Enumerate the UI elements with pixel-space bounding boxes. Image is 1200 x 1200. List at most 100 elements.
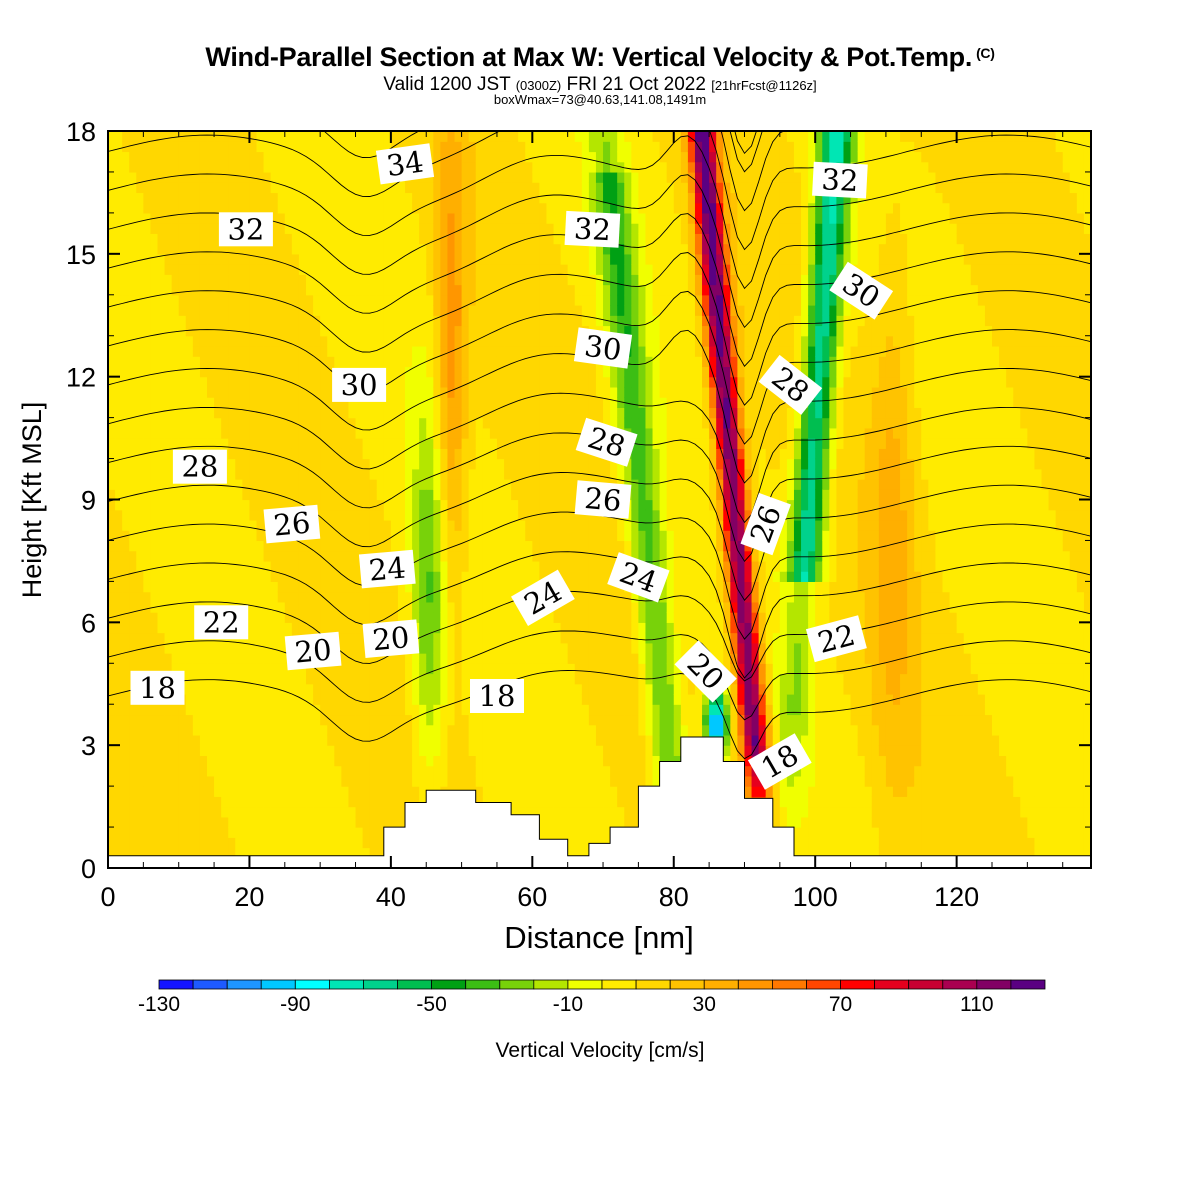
velocity-cell [242, 786, 251, 797]
velocity-cell [560, 366, 569, 378]
velocity-cell [277, 663, 286, 675]
velocity-cell [581, 458, 590, 470]
velocity-cell [539, 438, 548, 449]
velocity-cell [115, 550, 123, 562]
velocity-cell [108, 847, 116, 859]
velocity-cell [157, 212, 166, 224]
velocity-cell [320, 755, 328, 767]
velocity-cell [588, 663, 597, 675]
velocity-cell [235, 479, 243, 490]
velocity-cell [348, 816, 357, 828]
velocity-cell [581, 550, 590, 562]
velocity-cell [532, 253, 540, 265]
velocity-cell [256, 673, 265, 685]
velocity-cell [284, 192, 293, 204]
velocity-cell [553, 345, 562, 357]
velocity-cell [518, 745, 526, 757]
velocity-cell [532, 274, 540, 286]
velocity-cell [595, 653, 604, 664]
velocity-cell [164, 233, 173, 245]
velocity-cell [348, 653, 357, 664]
velocity-cell [390, 397, 399, 408]
velocity-cell [136, 243, 144, 255]
velocity-cell [334, 171, 342, 183]
velocity-cell [348, 417, 357, 429]
velocity-cell [228, 171, 236, 183]
velocity-cell [284, 724, 293, 736]
velocity-cell [546, 161, 555, 173]
velocity-cell [341, 315, 350, 327]
velocity-cell [298, 622, 307, 634]
velocity-cell [440, 571, 449, 582]
velocity-cell [405, 796, 413, 808]
velocity-cell [157, 653, 166, 664]
velocity-cell [122, 755, 130, 767]
velocity-cell [235, 499, 243, 511]
velocity-cell [440, 253, 449, 265]
velocity-cell [496, 632, 505, 644]
velocity-cell [341, 212, 350, 224]
velocity-cell [178, 427, 187, 439]
velocity-cell [588, 397, 597, 408]
velocity-cell [433, 560, 441, 572]
velocity-cell [397, 540, 406, 552]
velocity-cell [412, 745, 420, 757]
velocity-cell [525, 540, 533, 552]
velocity-cell [270, 499, 279, 511]
velocity-cell [376, 540, 385, 552]
velocity-cell [249, 376, 258, 388]
velocity-cell [412, 182, 420, 194]
velocity-cell [397, 253, 406, 265]
velocity-cell [560, 131, 569, 142]
velocity-cell [291, 131, 300, 142]
velocity-cell [433, 356, 441, 368]
velocity-cell [263, 581, 272, 593]
velocity-cell [447, 724, 456, 736]
velocity-cell [376, 786, 385, 797]
velocity-cell [376, 305, 385, 316]
velocity-cell [376, 335, 385, 347]
velocity-cell [405, 284, 413, 296]
velocity-cell [185, 827, 194, 838]
velocity-cell [539, 755, 548, 767]
velocity-cell [171, 786, 180, 797]
velocity-cell [454, 601, 463, 613]
velocity-cell [341, 489, 350, 501]
velocity-cell [532, 223, 540, 234]
velocity-cell [426, 448, 434, 460]
velocity-cell [199, 724, 208, 736]
velocity-cell [122, 601, 130, 613]
velocity-cell [574, 417, 583, 429]
velocity-cell [461, 294, 470, 306]
velocity-cell [143, 601, 152, 613]
velocity-cell [390, 581, 399, 593]
velocity-cell [475, 653, 484, 664]
velocity-cell [320, 591, 328, 603]
velocity-cell [433, 233, 441, 245]
velocity-cell [511, 796, 519, 808]
velocity-cell [489, 734, 498, 746]
velocity-cell [214, 591, 222, 603]
velocity-cell [419, 786, 427, 797]
velocity-cell [284, 765, 293, 777]
velocity-cell [327, 550, 335, 562]
velocity-cell [525, 223, 533, 234]
velocity-cell [539, 734, 548, 746]
velocity-cell [433, 192, 441, 204]
velocity-cell [228, 530, 236, 542]
velocity-cell [588, 714, 597, 726]
velocity-cell [595, 786, 604, 797]
velocity-cell [171, 161, 180, 173]
velocity-cell [334, 509, 342, 521]
velocity-cell [553, 131, 562, 142]
velocity-cell [348, 642, 357, 654]
velocity-cell [242, 704, 251, 716]
velocity-cell [390, 499, 399, 511]
velocity-cell [390, 356, 399, 368]
velocity-cell [178, 407, 187, 419]
velocity-cell [447, 253, 456, 265]
velocity-cell [567, 683, 576, 695]
velocity-cell [426, 131, 434, 142]
velocity-cell [440, 356, 449, 368]
velocity-cell [504, 212, 512, 224]
